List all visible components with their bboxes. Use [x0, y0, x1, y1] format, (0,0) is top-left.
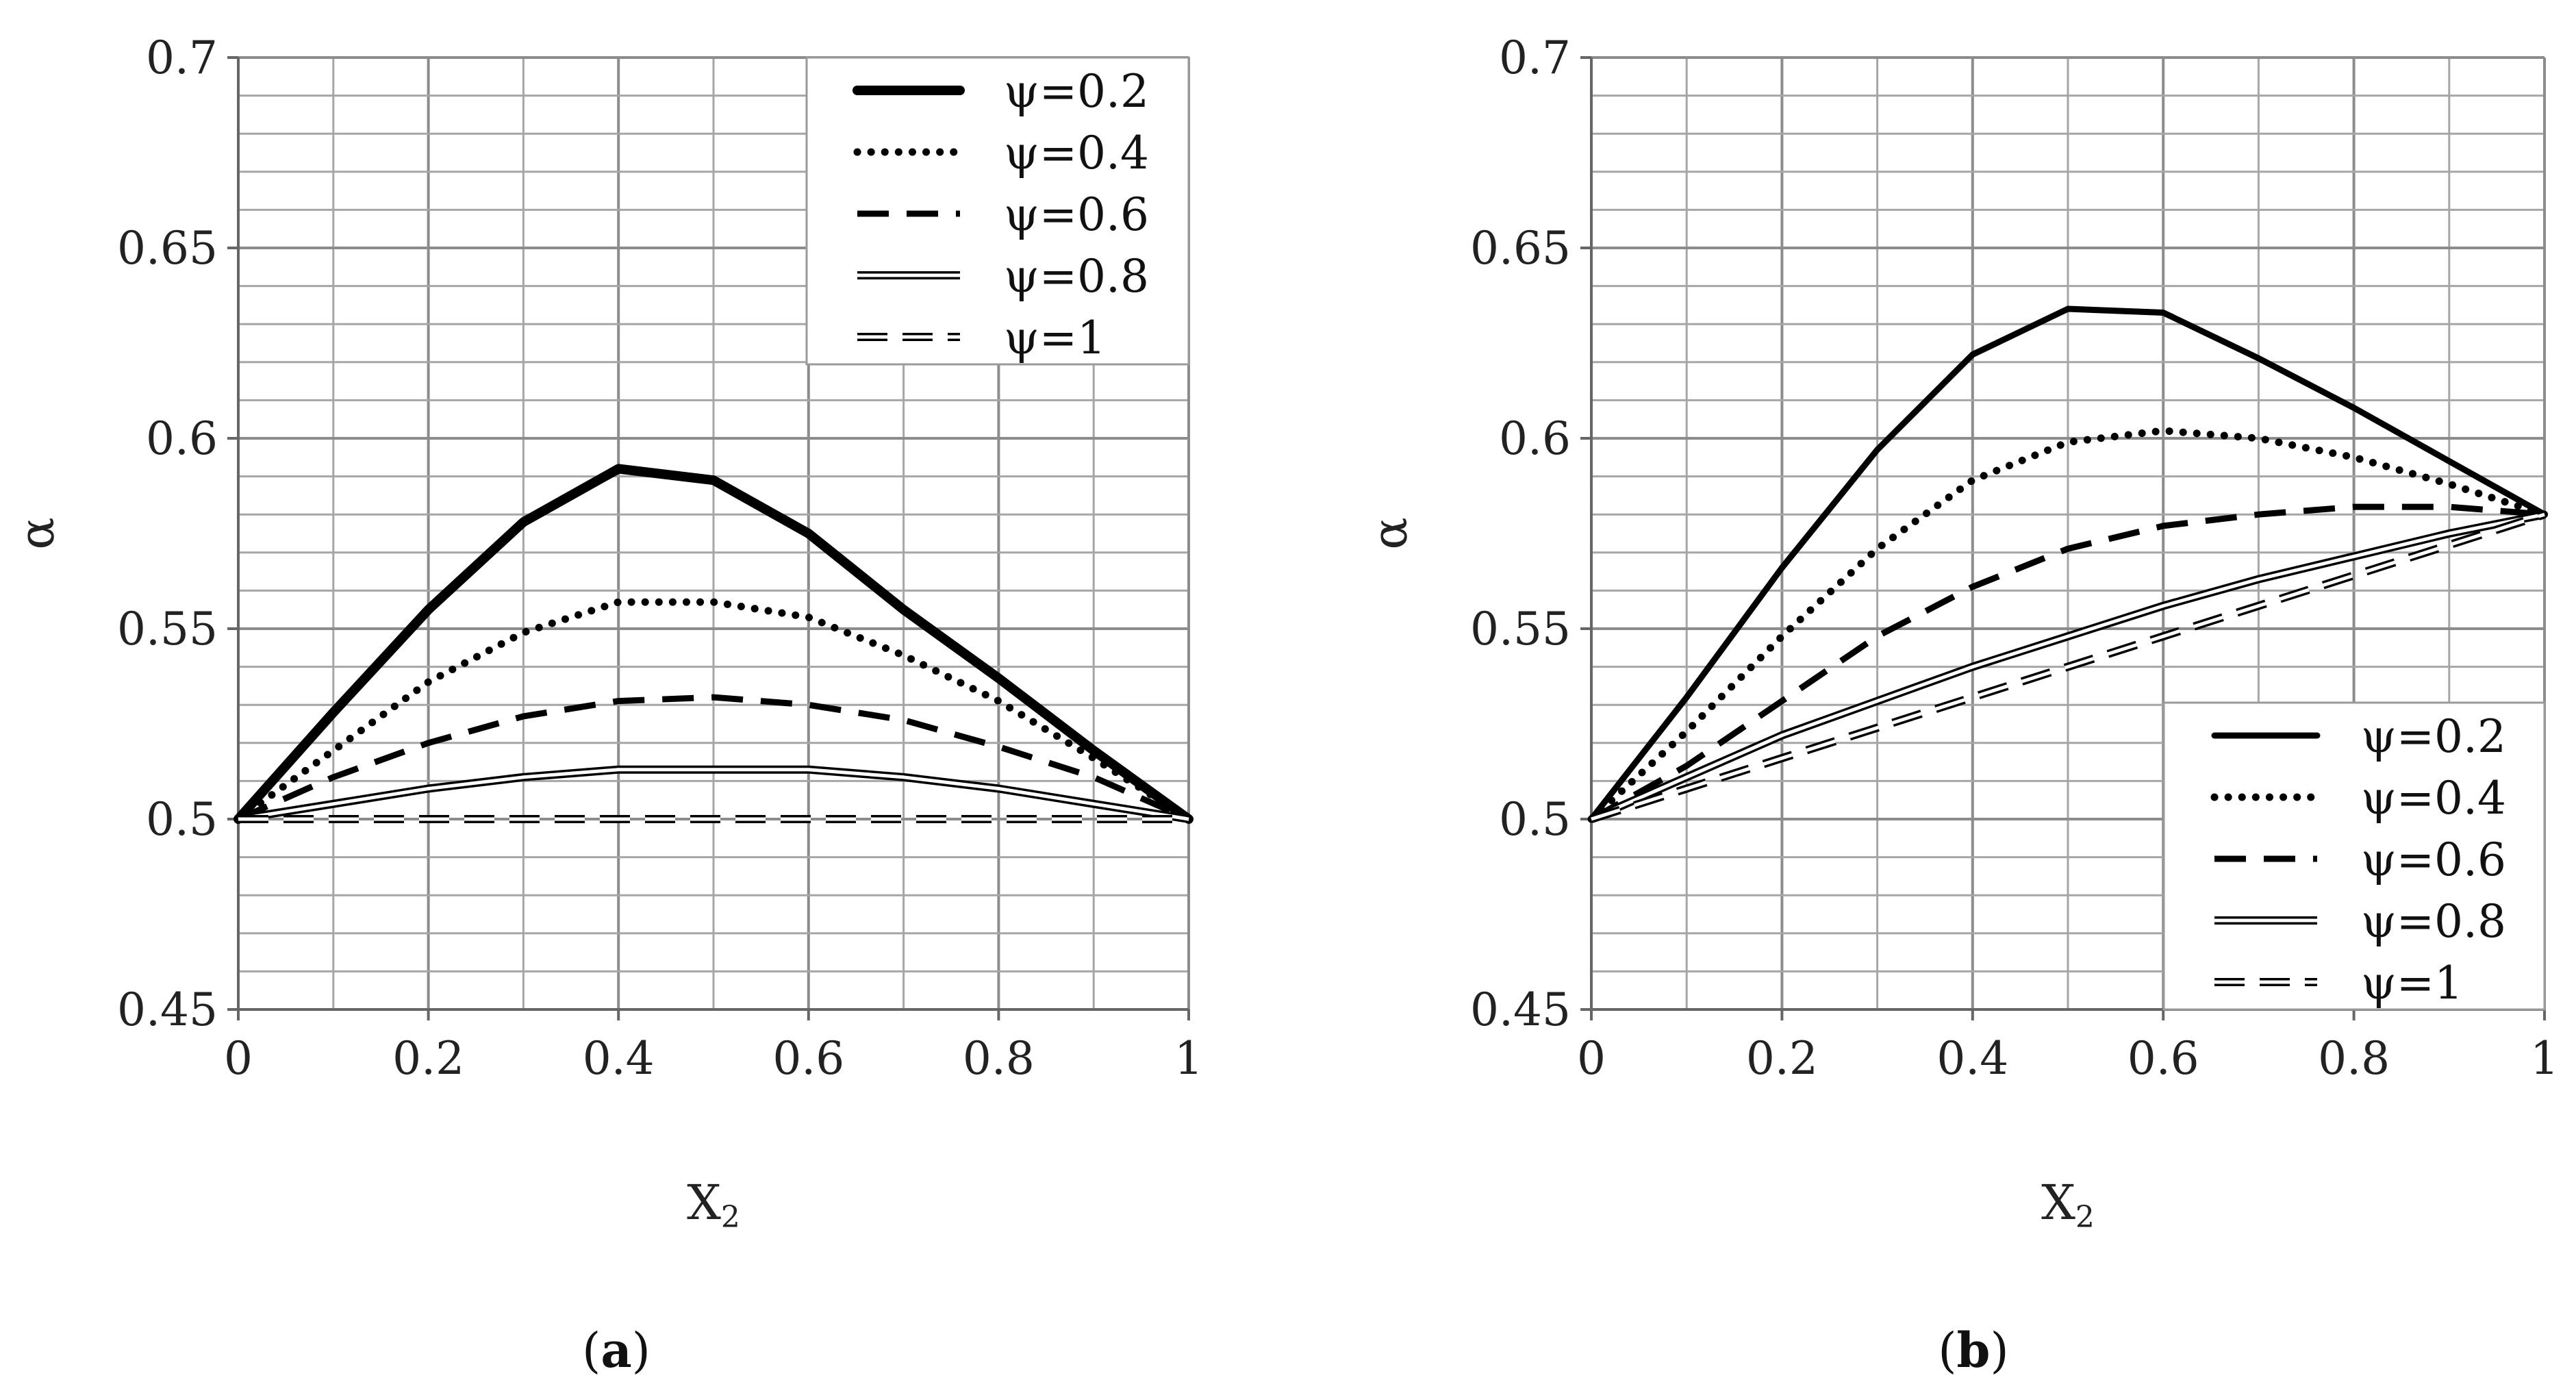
- y-tick-label: 0.6: [146, 412, 218, 465]
- legend-entry: ψ=1: [2361, 957, 2463, 1009]
- legend-entry: ψ=1: [1004, 312, 1106, 364]
- y-tick-label: 0.5: [146, 793, 218, 846]
- y-tick-label: 0.65: [1470, 222, 1571, 275]
- panel-caption: (a): [582, 1322, 651, 1379]
- y-tick-label: 0.6: [1499, 412, 1571, 465]
- x-tick-label: 0.2: [1746, 1032, 1818, 1085]
- x-tick-label: 0: [1577, 1032, 1606, 1085]
- legend-entry: ψ=0.8: [2361, 895, 2506, 948]
- x-tick-label: 0.2: [392, 1032, 464, 1085]
- x-tick-label: 0.6: [2127, 1032, 2199, 1085]
- series-group: [233, 464, 1194, 824]
- x-tick-label: 1: [1174, 1032, 1203, 1085]
- series-line: [1588, 305, 2548, 823]
- series-line: [237, 694, 1190, 823]
- y-tick-label: 0.7: [1499, 32, 1571, 84]
- legend-entry: ψ=0.2: [1004, 65, 1149, 118]
- legend: ψ=0.2 ψ=0.4 ψ=0.6 ψ=0.8 ψ=1: [2162, 701, 2546, 1011]
- series-group: [1587, 305, 2549, 823]
- series-line: [1587, 427, 2549, 823]
- x-tick-label: 0.8: [963, 1032, 1035, 1085]
- chart-panel-a: 0 0.2 0.4 0.6 0.8 1 0.45 0.5 0.55 0.6 0.65 0.7 X2 α ψ=…: [9, 32, 1203, 1379]
- x-tick-label: 0.4: [1936, 1032, 2008, 1085]
- y-tick-label: 0.7: [146, 32, 218, 84]
- x-tick-label: 0.6: [772, 1032, 844, 1085]
- x-axis-title: X2: [2041, 1175, 2095, 1235]
- y-axis-title: α: [9, 517, 65, 549]
- y-tick-label: 0.65: [117, 222, 218, 275]
- x-tick-label: 1: [2530, 1032, 2559, 1085]
- panel-caption: (b): [1938, 1322, 2009, 1379]
- x-tick-label: 0.8: [2318, 1032, 2390, 1085]
- series-line: [234, 598, 1193, 823]
- legend-entry: ψ=0.6: [1004, 188, 1149, 241]
- legend-entry: ψ=0.4: [1004, 127, 1149, 179]
- y-axis-title: α: [1362, 517, 1418, 549]
- series-line: [1589, 510, 2546, 823]
- y-tick-label: 0.45: [1470, 983, 1571, 1036]
- x-tick-label: 0: [224, 1032, 253, 1085]
- series-line: [233, 464, 1194, 824]
- legend-entry: ψ=0.6: [2361, 833, 2506, 886]
- y-tick-label: 0.55: [1470, 603, 1571, 655]
- series-line: [1589, 503, 2545, 822]
- x-tick-label: 0.4: [583, 1032, 655, 1085]
- series-line: [238, 765, 1189, 823]
- chart-panel-b: 0 0.2 0.4 0.6 0.8 1 0.45 0.5 0.55 0.6 0.65 0.7 X2 α ψ=…: [1362, 32, 2559, 1379]
- legend: ψ=0.2 ψ=0.4 ψ=0.6 ψ=0.8 ψ=1: [805, 56, 1190, 366]
- series-line: [1590, 510, 2546, 823]
- y-tick-label: 0.45: [117, 983, 218, 1036]
- legend-entry: ψ=0.8: [1004, 250, 1149, 303]
- legend-entry: ψ=0.4: [2361, 772, 2506, 825]
- y-tick-label: 0.55: [117, 603, 218, 655]
- x-axis-title: X2: [687, 1175, 740, 1235]
- y-tick-label: 0.5: [1499, 793, 1571, 846]
- legend-entry: ψ=0.2: [2361, 710, 2506, 763]
